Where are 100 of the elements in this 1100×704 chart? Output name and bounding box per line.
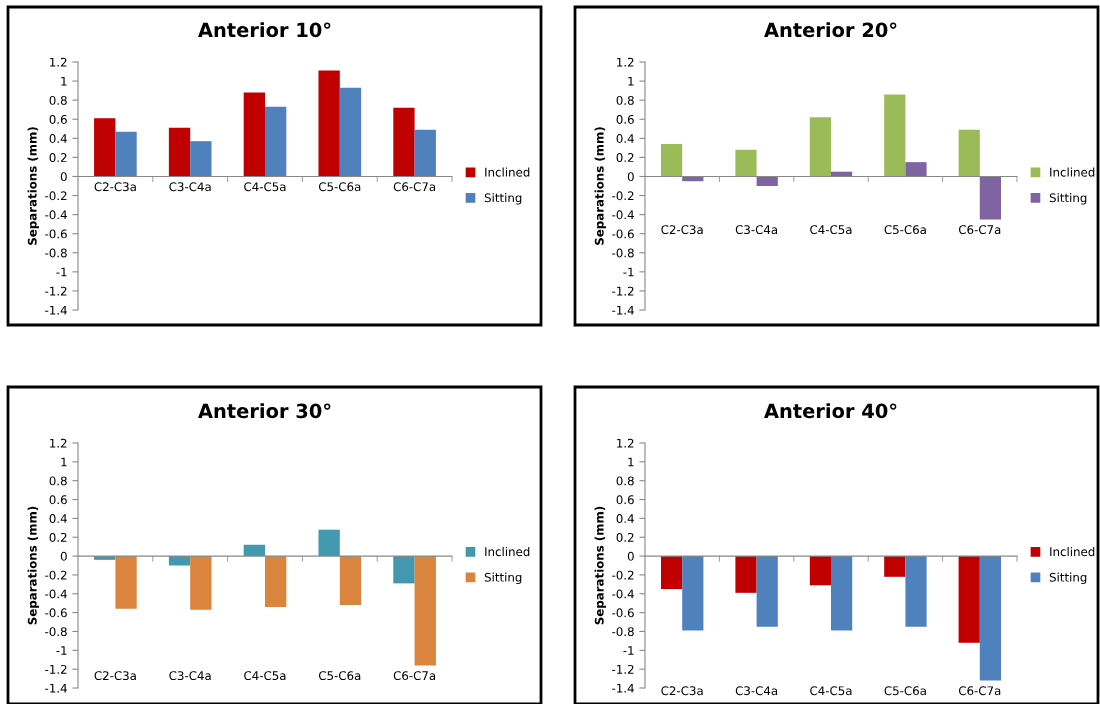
y-tick-label: -0.8 [45, 627, 67, 637]
x-tick-label: C5-C6a [318, 671, 361, 681]
legend-label: Sitting [1049, 193, 1087, 205]
x-tick-label: C2-C3a [661, 686, 703, 696]
bar [94, 118, 116, 177]
y-tick-label: -1 [623, 267, 634, 277]
y-tick-label: 0.2 [49, 532, 67, 542]
y-tick-label: -1.4 [45, 683, 67, 693]
y-tick-label: -1 [56, 646, 67, 655]
y-axis-title: Separations (mm) [594, 127, 606, 245]
y-tick-label: 0.6 [616, 114, 634, 124]
y-tick-label: -0.2 [612, 570, 634, 580]
y-tick-label: 0.8 [49, 95, 67, 105]
y-tick-label: 1 [628, 76, 634, 86]
x-tick-label: C4-C5a [810, 225, 852, 235]
y-tick-label: 0.2 [616, 153, 634, 163]
y-tick-label: 0.6 [49, 495, 67, 505]
bar [979, 176, 1001, 220]
bar [265, 106, 287, 177]
bar [756, 176, 778, 186]
y-tick-label: -0.6 [612, 608, 634, 618]
y-tick-label: 0.6 [616, 495, 634, 505]
bar [318, 70, 340, 177]
y-tick-label: -0.2 [612, 191, 634, 201]
bar [393, 107, 415, 177]
y-tick-label: -0.4 [612, 210, 634, 220]
x-tick-label: C2-C3a [94, 182, 136, 192]
x-tick-label: C3-C4a [735, 686, 778, 696]
bar [809, 117, 831, 177]
bar [168, 127, 191, 177]
bar [884, 94, 906, 177]
y-tick-label: -0.6 [45, 608, 67, 618]
x-tick-label: C3-C4a [169, 182, 211, 192]
bar [339, 87, 362, 177]
y-tick-label: 1 [61, 457, 67, 467]
bar [115, 556, 137, 609]
y-tick-label: -1.4 [45, 305, 67, 315]
bar [190, 556, 212, 610]
y-tick-label: 0.4 [616, 514, 634, 524]
bar [735, 149, 757, 177]
y-tick-label: -0.2 [45, 570, 67, 580]
x-tick-label: C6-C7a [958, 225, 1001, 235]
y-tick-label: 0.8 [616, 95, 634, 105]
bar [318, 529, 340, 557]
y-tick-label: -1.4 [612, 683, 634, 693]
y-tick-label: -1.2 [612, 286, 634, 296]
y-tick-label: 1.2 [617, 438, 634, 448]
bar [190, 141, 212, 177]
bar [243, 92, 265, 177]
y-tick-label: -1.2 [45, 286, 67, 296]
x-tick-label: C6-C7a [958, 686, 1001, 696]
chart-title: Anterior 30° [198, 403, 331, 419]
y-tick-label: 0 [627, 551, 634, 561]
y-tick-label: 0.8 [616, 476, 634, 486]
y-tick-label: -0.4 [45, 210, 67, 220]
bar [168, 556, 191, 566]
legend-label: Inclined [485, 546, 530, 557]
bar [414, 129, 436, 177]
y-tick-label: -1 [56, 267, 67, 277]
x-tick-label: C4-C5a [244, 671, 286, 681]
bar [414, 556, 436, 666]
x-tick-label: C4-C5a [244, 182, 286, 192]
y-tick-label: 0 [60, 551, 67, 561]
y-tick-label: -1.2 [45, 664, 67, 674]
bar [265, 556, 287, 607]
x-tick-label: C5-C6a [884, 225, 926, 235]
bar [393, 556, 415, 584]
bar [661, 144, 683, 177]
y-axis-title: Separations (mm) [594, 506, 606, 625]
y-tick-label: 1 [61, 76, 67, 86]
chart-title: Anterior 10° [198, 22, 331, 38]
y-tick-label: 1 [628, 457, 634, 467]
y-tick-label: 0.2 [616, 532, 634, 542]
x-tick-label: C5-C6a [884, 686, 926, 696]
bar [905, 162, 927, 177]
y-axis-title: Separations (mm) [27, 127, 39, 245]
legend-label: Inclined [485, 167, 530, 177]
y-tick-label: 0 [60, 172, 67, 182]
bar [115, 131, 137, 177]
x-tick-label: C2-C3a [661, 225, 703, 235]
x-tick-label: C6-C7a [393, 671, 436, 681]
x-tick-label: C5-C6a [318, 182, 361, 192]
x-tick-label: C3-C4a [735, 225, 778, 235]
y-tick-label: 0.4 [49, 514, 67, 524]
y-tick-label: -0.2 [45, 191, 67, 201]
y-tick-label: 0.4 [616, 134, 634, 143]
y-tick-label: 1.2 [50, 57, 67, 67]
y-tick-label: -0.6 [45, 229, 67, 239]
y-tick-label: -0.8 [612, 248, 634, 258]
y-tick-label: 0.2 [49, 153, 67, 163]
legend-label: Sitting [484, 572, 522, 585]
y-tick-label: 1.2 [617, 57, 634, 67]
y-tick-label: -0.6 [612, 229, 634, 239]
y-tick-label: 0.8 [49, 476, 67, 486]
y-axis-title: Separations (mm) [27, 506, 39, 625]
y-tick-label: -0.4 [612, 589, 634, 599]
bar [339, 556, 362, 606]
chart-title: Anterior 20° [764, 22, 897, 38]
chart-title: Anterior 40° [764, 403, 897, 419]
legend-label: Sitting [1049, 572, 1087, 585]
